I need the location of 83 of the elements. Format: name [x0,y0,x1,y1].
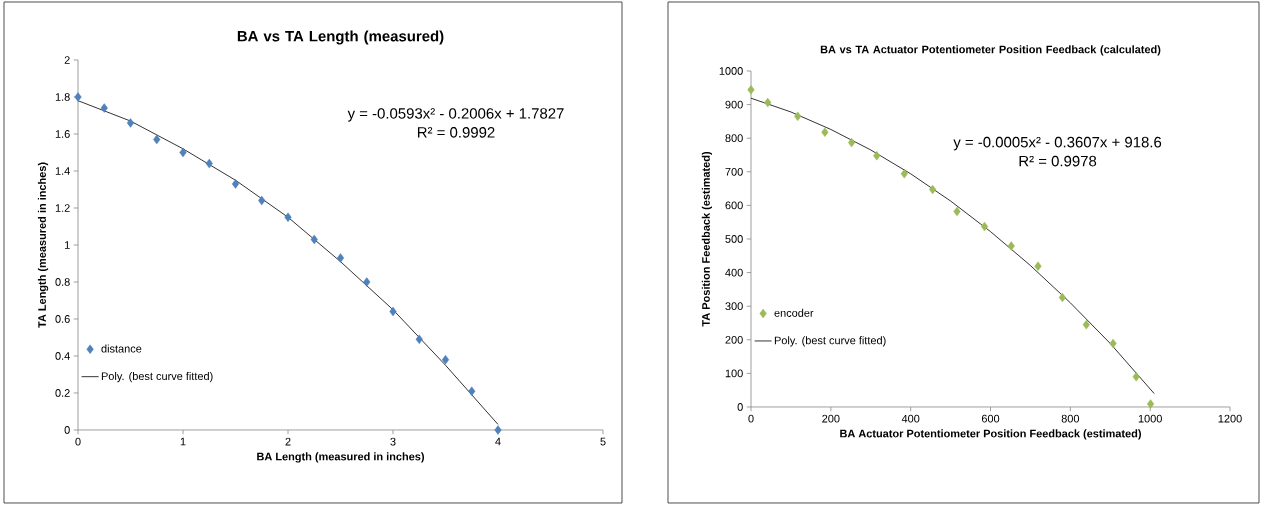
point [900,169,908,179]
y-axis-title: TA Position Feedback (estimated) [701,151,713,327]
x-tick-label: 200 [822,414,840,423]
point [310,234,318,245]
point [126,118,135,128]
x-tick-label: 0 [75,437,81,446]
y-tick-label: 100 [725,369,743,378]
x-tick-label: 5 [600,437,606,446]
y-tick-label: 1.6 [55,130,70,138]
y-tick-label: 1.2 [55,204,70,212]
point [848,137,856,148]
point [821,127,829,137]
x-tick-label: 3 [390,437,396,446]
point [1058,292,1066,303]
x-tick-label: 800 [1061,414,1080,423]
legend-label: encoder [774,308,814,317]
y-tick-label: 0.6 [55,315,70,323]
point [764,97,772,108]
point [100,103,108,113]
y-tick-label: 2 [64,56,70,64]
annotation: R² = 0.9978 [1019,155,1097,167]
point [284,212,292,222]
point [1132,372,1140,382]
y-tick-label: 300 [725,302,743,311]
y-tick-label: 700 [725,167,743,176]
y-tick-label: 0.4 [55,352,70,360]
point [953,206,961,217]
y-tick-label: 1000 [719,67,743,75]
annotation: y = -0.0593x² - 0.2006x + 1.7827 [347,108,564,122]
point [1034,261,1042,271]
y-tick-label: 500 [725,235,743,243]
x-tick-label: 4 [495,437,501,446]
y-tick-label: 1 [64,241,70,249]
x-tick-label: 0 [748,414,754,423]
point [794,111,802,122]
y-tick-label: 1.4 [55,167,70,175]
point [1109,338,1117,349]
y-tick-label: 0 [737,403,743,411]
x-tick-label: 1200 [1218,414,1242,423]
point [1147,399,1155,409]
point [1082,319,1090,330]
x-tick-label: 2 [285,437,291,446]
point [389,306,397,317]
chart-title: BA vs TA Actuator Potentiometer Position Feedback (calculated) [820,45,1161,56]
point [873,150,881,161]
x-tick-label: 1000 [1138,414,1162,423]
y-tick-label: 900 [725,100,743,109]
y-tick-label: 1.8 [55,93,70,101]
chart-title: BA vs TA Length (measured) [237,30,444,45]
point [363,277,371,287]
point [153,134,161,145]
x-tick-label: 1 [180,437,186,446]
legend-label: Poly. (best curve fitted) [774,336,886,347]
y-tick-label: 0.2 [55,389,70,397]
point [468,386,476,396]
legend-label: Poly. (best curve fitted) [101,371,213,383]
point [179,147,187,158]
x-axis-title: BA Length (measured in inches) [257,452,424,463]
y-tick-label: 200 [725,335,743,344]
annotation: y = -0.0005x² - 0.3607x + 918.6 [953,136,1162,151]
y-axis-title: TA Length (measured in inches) [37,162,49,328]
legend-label: distance [101,344,142,353]
point [231,179,240,189]
point [74,92,82,102]
point [205,158,213,169]
annotation: R² = 0.9992 [417,127,495,138]
point [929,184,937,195]
y-tick-label: 0.8 [55,278,70,286]
point [441,354,450,365]
y-tick-label: 800 [725,134,743,143]
point [336,253,345,263]
x-tick-label: 400 [901,414,920,423]
x-tick-label: 600 [981,414,1000,423]
y-tick-label: 0 [64,426,70,434]
point [980,221,989,232]
y-tick-label: 600 [725,201,743,210]
point [494,425,502,435]
point [747,85,755,95]
point [258,195,266,206]
point [415,334,423,345]
x-axis-title: BA Actuator Potentiometer Position Feedback (estimated) [840,429,1141,440]
y-tick-label: 400 [725,268,743,277]
point [1007,241,1015,251]
